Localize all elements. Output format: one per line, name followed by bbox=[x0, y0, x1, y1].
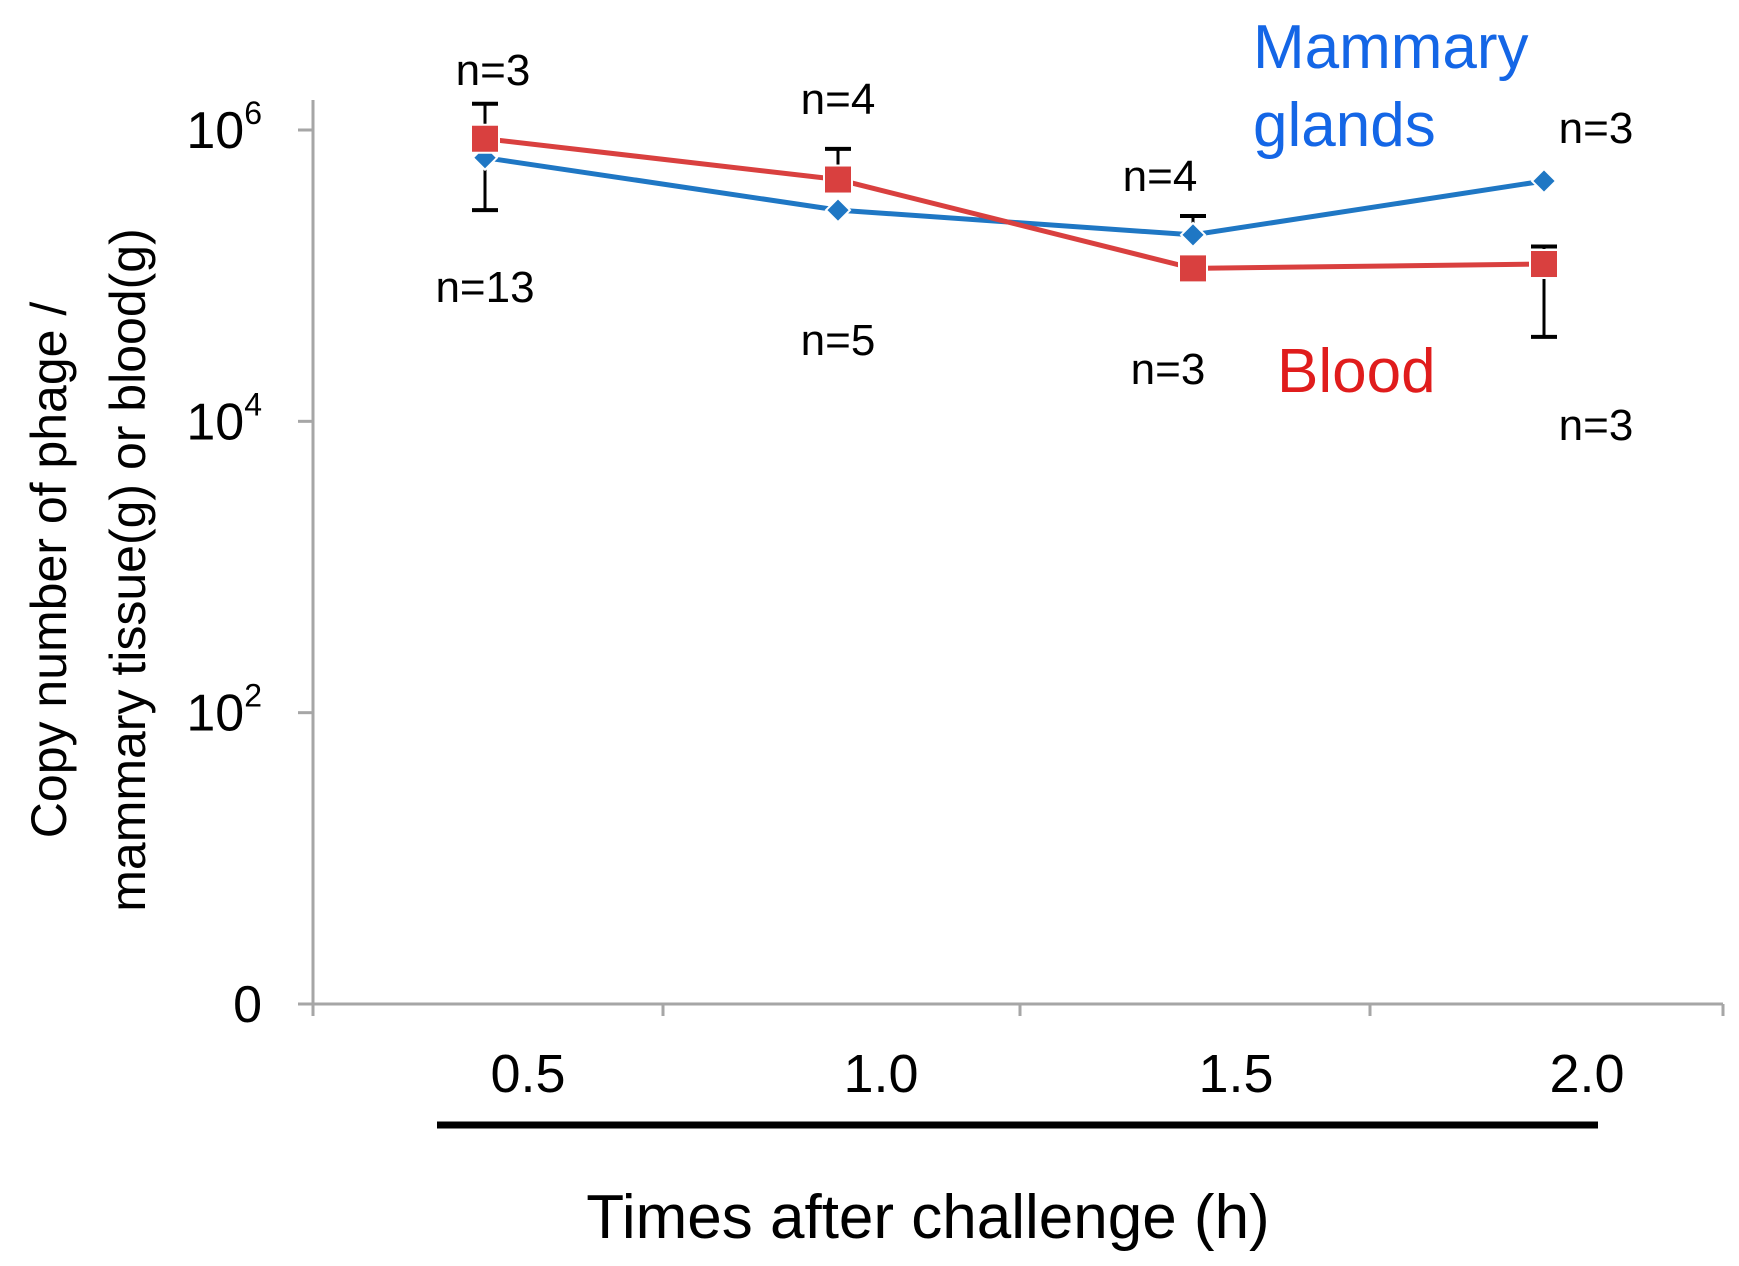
point-blood bbox=[470, 123, 500, 154]
y-tick-label: 102 bbox=[186, 678, 262, 743]
point-mammary bbox=[1530, 167, 1558, 195]
x-tick-label: 2.0 bbox=[1549, 1044, 1624, 1104]
point-blood bbox=[1178, 253, 1208, 284]
legend-label-mammary: glands bbox=[1253, 91, 1436, 160]
n-label-blood: n=3 bbox=[456, 46, 531, 95]
y-tick-label: 0 bbox=[233, 976, 262, 1034]
n-label-mammary: n=3 bbox=[1559, 401, 1634, 450]
n-label-mammary: n=13 bbox=[435, 263, 534, 312]
n-label-blood: n=4 bbox=[1123, 152, 1198, 201]
x-axis-label: Times after challenge (h) bbox=[586, 1183, 1269, 1252]
point-mammary bbox=[1179, 221, 1207, 249]
x-tick-label: 0.5 bbox=[490, 1044, 565, 1104]
n-label-blood: n=4 bbox=[801, 75, 876, 124]
n-label-mammary: n=5 bbox=[801, 316, 876, 365]
point-blood bbox=[1529, 249, 1559, 280]
axes: 0 102 104 106 0.5 1.0 1.5 2.0 bbox=[186, 95, 1725, 1104]
point-blood bbox=[823, 164, 853, 195]
line-blood bbox=[484, 136, 1545, 271]
legend-label-mammary: Mammary bbox=[1253, 13, 1529, 82]
x-tick-label: 1.5 bbox=[1198, 1044, 1273, 1104]
legend-label-blood: Blood bbox=[1277, 337, 1436, 406]
y-tick-label: 106 bbox=[186, 95, 262, 160]
n-label-blood: n=3 bbox=[1559, 104, 1634, 153]
point-mammary bbox=[824, 196, 852, 224]
y-tick-label: 104 bbox=[186, 386, 262, 451]
data-labels: n=13 n=5 n=3 n=3 n=3 n=4 n=4 n=3 Mammary glands Bl… bbox=[435, 13, 1633, 450]
x-tick-label: 1.0 bbox=[843, 1044, 918, 1104]
n-label-mammary: n=3 bbox=[1131, 345, 1206, 394]
y-axis-label-line1: Copy number of phage / bbox=[21, 302, 77, 839]
series-lines bbox=[470, 123, 1559, 284]
y-axis-label-line2: mammary tissue(g) or blood(g) bbox=[100, 228, 156, 912]
